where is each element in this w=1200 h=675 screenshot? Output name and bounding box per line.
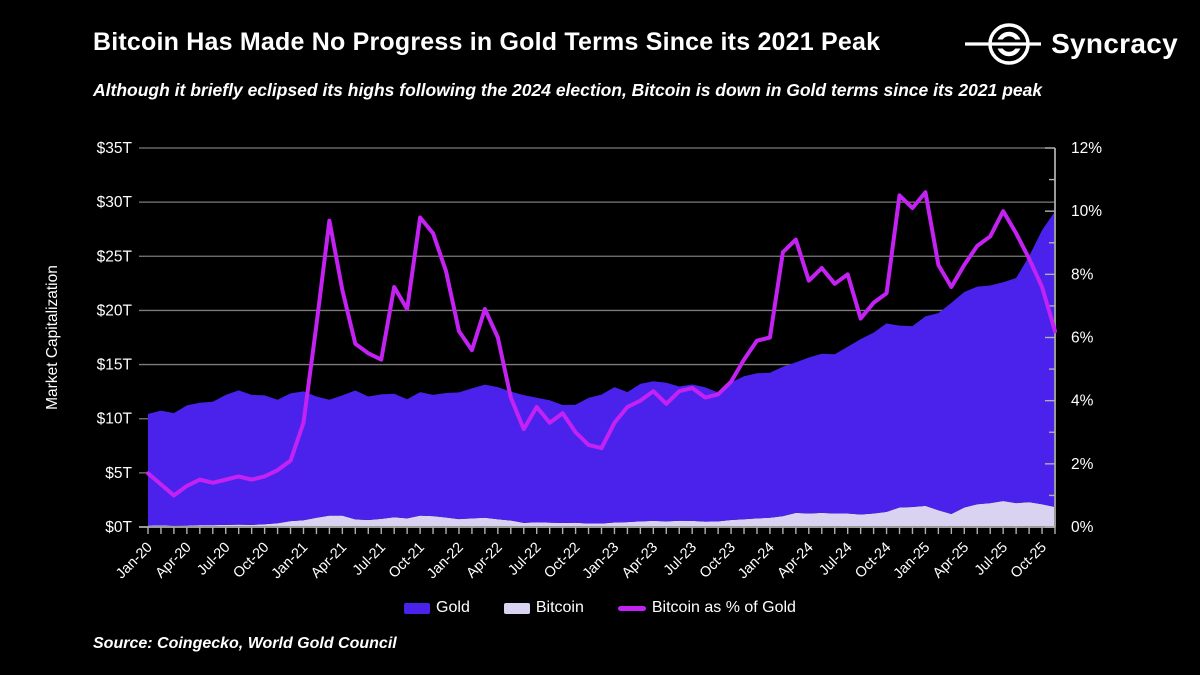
x-tick-label: Jan-20 [113, 540, 156, 583]
legend-label-gold: Gold [436, 599, 470, 616]
y-right-tick-label: 4% [1071, 393, 1094, 410]
x-tick-label: Jul-25 [972, 540, 1011, 579]
y-right-tick-label: 10% [1071, 203, 1102, 220]
pct-line-swatch [617, 605, 646, 611]
chart-title: Bitcoin Has Made No Progress in Gold Ter… [93, 28, 881, 56]
y-left-tick-label: $30T [97, 194, 133, 211]
x-tick-label: Apr-20 [153, 540, 195, 582]
y-right-tick-label: 2% [1071, 456, 1094, 473]
x-tick-label: Jul-23 [661, 540, 700, 579]
chart-legend: Gold Bitcoin Bitcoin as % of Gold [0, 599, 1200, 617]
source-note: Source: Coingecko, World Gold Council [93, 635, 397, 652]
x-tick-label: Jul-20 [194, 540, 233, 579]
y-left-tick-label: $35T [97, 140, 133, 157]
x-tick-label: Apr-22 [464, 540, 506, 582]
y-left-tick-label: $10T [97, 411, 133, 428]
x-tick-label: Jul-24 [816, 540, 855, 579]
gold-area [148, 211, 1055, 526]
syncracy-logo: Syncracy [965, 18, 1178, 70]
x-tick-label: Jul-22 [505, 540, 544, 579]
bitcoin-area [148, 501, 1055, 527]
legend-item-pct: Bitcoin as % of Gold [617, 599, 796, 617]
x-tick-label: Apr-23 [619, 540, 661, 582]
x-tick-label: Oct-20 [230, 540, 272, 582]
y-left-tick-label: $5T [105, 465, 132, 482]
y-right-tick-label: 8% [1071, 266, 1094, 283]
legend-item-bitcoin: Bitcoin [503, 599, 584, 617]
chart-subtitle: Although it briefly eclipsed its highs f… [93, 80, 1043, 100]
y-left-tick-label: $15T [97, 357, 133, 374]
legend-item-gold: Gold [404, 599, 470, 617]
gold-swatch [404, 602, 431, 614]
brand-name: Syncracy [1051, 28, 1178, 59]
x-tick-label: Jul-21 [350, 540, 389, 579]
y-right-tick-label: 0% [1071, 519, 1094, 536]
x-tick-label: Jan-21 [269, 540, 312, 583]
y-right-tick-label: 6% [1071, 330, 1094, 347]
legend-label-pct: Bitcoin as % of Gold [651, 599, 796, 616]
btc-pct-of-gold-line [146, 190, 1057, 498]
x-tick-label: Jan-24 [735, 540, 778, 583]
x-tick-label: Oct-23 [697, 540, 739, 582]
chart-area: $0T $5T $10T $15T $20T $25T $30T $35T 0% 2% 4% 6% 8%… [44, 140, 1102, 583]
x-tick-label: Oct-24 [852, 540, 894, 582]
y-left-tick-label: $25T [97, 248, 133, 265]
x-tick-label: Oct-21 [386, 540, 428, 582]
y-right-tick-label: 12% [1071, 140, 1102, 157]
x-tick-label: Apr-21 [308, 540, 350, 582]
bitcoin-swatch [503, 602, 530, 614]
x-tick-label: Jan-25 [891, 540, 934, 583]
x-tick-label: Apr-24 [775, 540, 817, 582]
x-tick-label: Jan-22 [424, 540, 467, 583]
x-tick-label: Jan-23 [580, 540, 623, 583]
legend-label-bitcoin: Bitcoin [535, 599, 584, 616]
x-tick-label: Oct-25 [1008, 540, 1050, 582]
y-left-tick-label: $0T [105, 519, 132, 536]
x-tick-label: Oct-22 [541, 540, 583, 582]
syncracy-logo-icon [965, 23, 1042, 65]
y-axis-title: Market Capitalization [44, 265, 61, 410]
y-left-tick-label: $20T [97, 302, 133, 319]
x-tick-label: Apr-25 [930, 540, 972, 582]
